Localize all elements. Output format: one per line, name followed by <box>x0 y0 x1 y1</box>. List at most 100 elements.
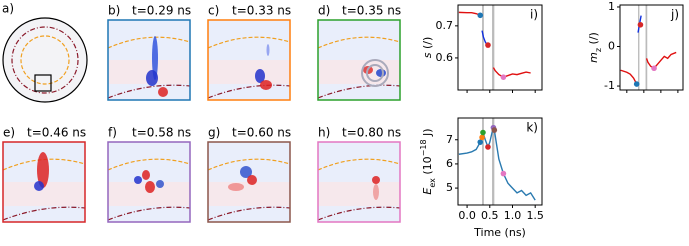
y-label-part: ex <box>428 178 437 188</box>
time-marker <box>480 129 486 136</box>
y-axis-label: mz (/) <box>587 32 603 63</box>
red-arc <box>317 84 401 99</box>
panel-title: t=0.80 ns <box>342 126 401 140</box>
red-arc <box>2 206 86 221</box>
field-map <box>317 19 401 101</box>
time-marker <box>637 21 644 28</box>
y-label-part: −18 <box>419 139 428 156</box>
map-frame <box>317 141 401 223</box>
map-band <box>208 182 290 206</box>
panel-title: t=0.33 ns <box>232 4 291 18</box>
field-map <box>207 141 291 223</box>
time-band <box>492 118 495 205</box>
orange-arc <box>107 36 191 49</box>
time-marker <box>633 81 640 87</box>
time-band <box>638 5 640 90</box>
y-tick-label: -1 <box>604 79 615 92</box>
field-blob <box>152 36 158 80</box>
field-map <box>207 19 291 101</box>
orange-arc <box>107 158 191 171</box>
panel-title: t=0.46 ns <box>27 126 86 140</box>
field-blob <box>145 181 155 193</box>
time-band <box>645 5 648 90</box>
field-map <box>107 19 191 101</box>
time-marker <box>479 134 485 141</box>
y-tick-label: 6 <box>446 157 453 170</box>
axes-frame <box>457 4 543 91</box>
panel-title: t=0.60 ns <box>232 126 291 140</box>
time-marker <box>500 170 507 177</box>
orange-arc <box>317 158 401 171</box>
field-blob <box>228 183 244 191</box>
time-marker <box>477 139 484 145</box>
red-arc <box>107 84 191 99</box>
chart-panel-label: k) <box>526 121 538 135</box>
field-blob <box>146 70 158 86</box>
time-marker <box>651 65 657 72</box>
y-tick-label: 0.6 <box>436 51 454 64</box>
panel-label: c) <box>208 4 219 18</box>
ring-inner <box>20 35 70 85</box>
panel-label: e) <box>3 126 15 140</box>
map-frame <box>317 19 401 101</box>
orange-arc <box>207 36 291 49</box>
field-blob <box>158 87 168 97</box>
time-band <box>482 5 484 90</box>
x-tick-label: 1.5 <box>526 209 544 222</box>
panel-label: h) <box>318 126 330 140</box>
disk <box>2 17 88 103</box>
time-marker <box>485 144 491 150</box>
field-blob <box>266 44 270 56</box>
red-arc <box>317 206 401 221</box>
field-blob <box>376 69 386 77</box>
time-marker <box>485 42 491 48</box>
y-tick-label: 0.7 <box>436 19 454 32</box>
line-series <box>458 11 481 16</box>
field-blob <box>260 80 272 90</box>
panel-title: t=0.35 ns <box>342 4 401 18</box>
panel-label: b) <box>108 4 120 18</box>
red-arc <box>207 84 291 99</box>
line-series <box>492 67 531 78</box>
line-series <box>458 125 536 201</box>
y-label-part: (/) <box>421 37 434 53</box>
map-band <box>208 60 290 84</box>
y-axis-label: s (/) <box>421 37 434 59</box>
field-blob <box>37 152 49 188</box>
x-tick-label: 0.0 <box>458 209 476 222</box>
spin-wave <box>366 64 384 82</box>
red-arc <box>107 206 191 221</box>
field-blob <box>247 175 257 185</box>
y-label-part: s <box>421 52 434 58</box>
time-band <box>492 5 495 90</box>
panel-label: a) <box>2 2 14 16</box>
y-label-part: E <box>421 188 434 195</box>
y-label-part: m <box>587 52 600 63</box>
map-frame <box>207 19 291 101</box>
line-series <box>620 69 638 85</box>
time-band <box>482 118 484 205</box>
field-blob <box>373 184 379 200</box>
zoom-box <box>34 74 52 92</box>
field-blob <box>156 180 164 188</box>
y-tick-label: 5 <box>446 181 453 194</box>
red-arc <box>207 206 291 221</box>
panel-label: f) <box>108 126 117 140</box>
y-label-part: z <box>594 48 603 52</box>
y-label-part: (/) <box>587 32 600 48</box>
map-frame <box>107 19 191 101</box>
field-map <box>317 141 401 223</box>
axes-frame <box>619 4 684 91</box>
ring-outer <box>11 26 79 94</box>
x-tick-label: 1.0 <box>504 209 522 222</box>
time-marker <box>477 12 484 19</box>
panel-label: g) <box>208 126 220 140</box>
map-frame <box>207 141 291 223</box>
x-axis-label: Time (ns) <box>473 226 526 239</box>
y-tick-label: 0 <box>608 40 615 53</box>
y-label-part: J) <box>421 128 434 139</box>
axes-frame <box>457 117 543 206</box>
orange-arc <box>207 158 291 171</box>
y-tick-label: 1 <box>608 0 615 13</box>
